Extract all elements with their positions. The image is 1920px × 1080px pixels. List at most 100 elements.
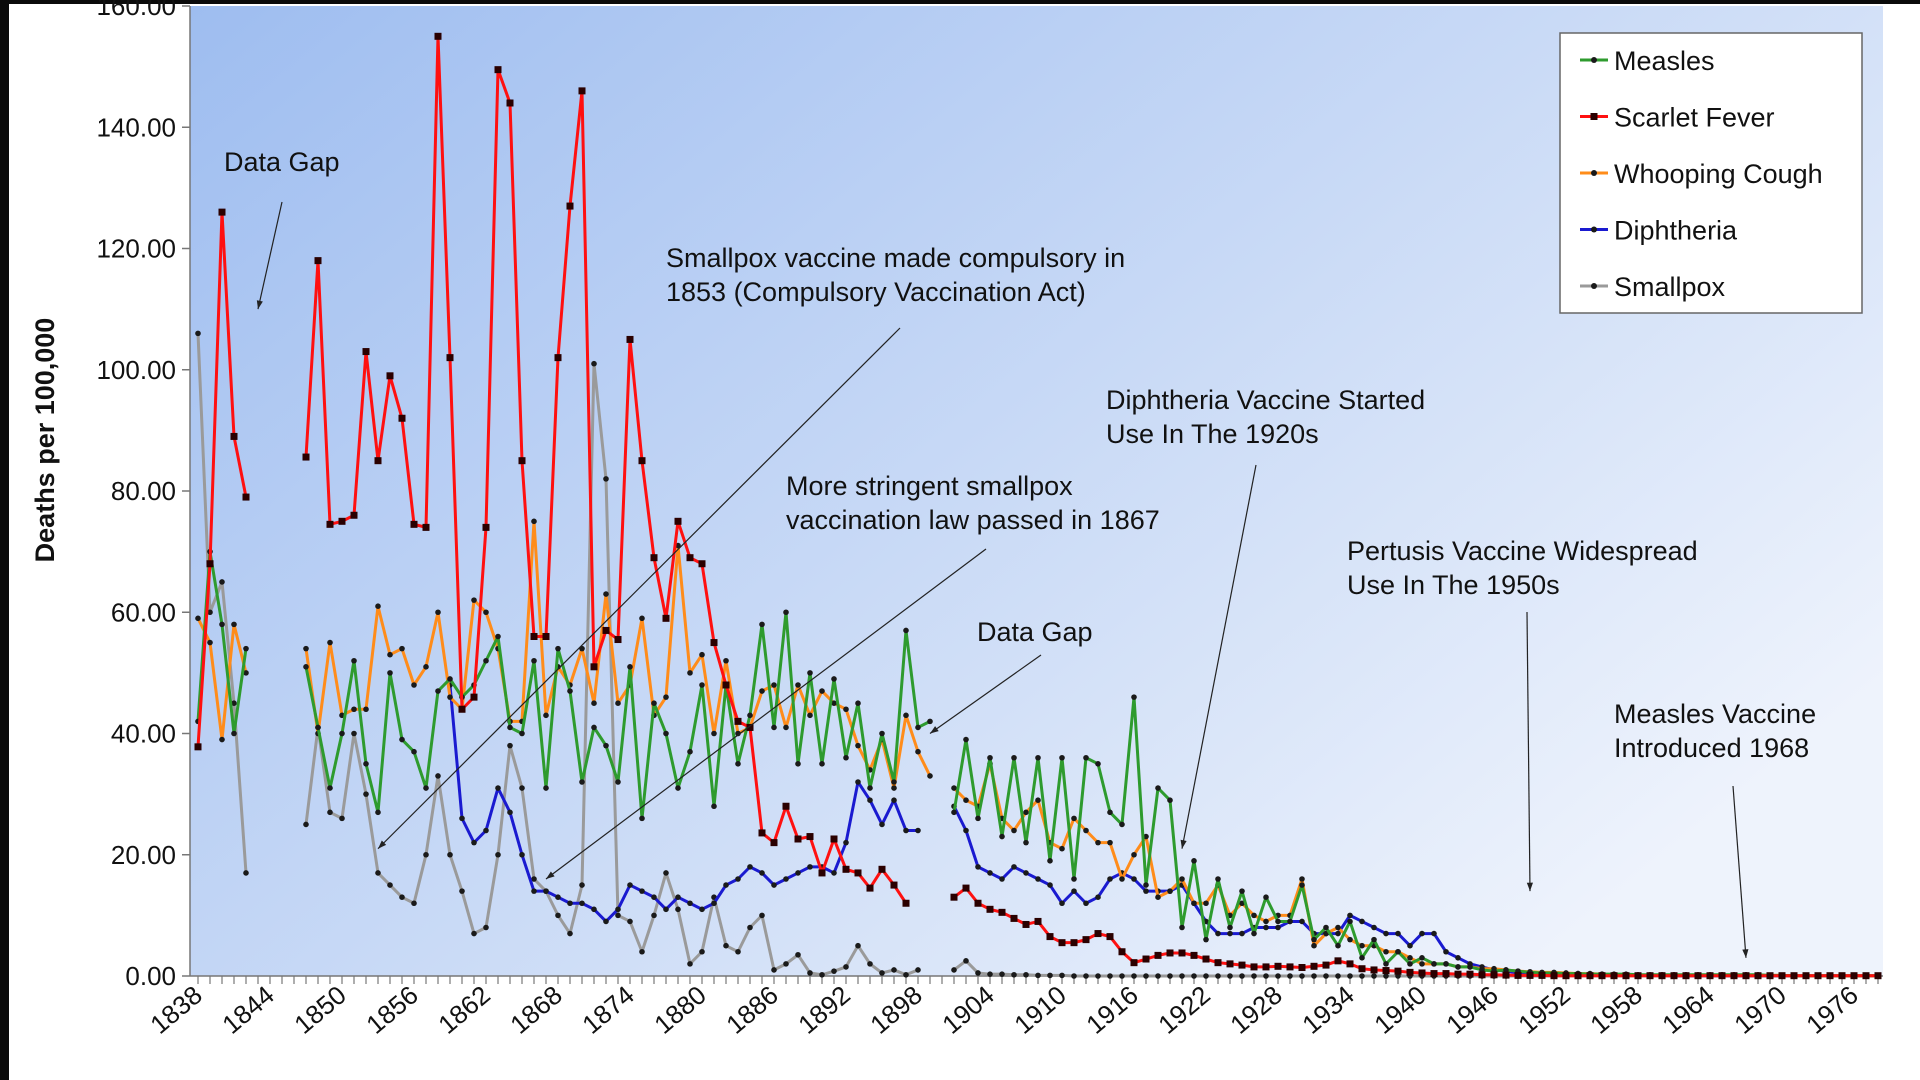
data-point [1346, 960, 1354, 968]
annotation-arrow [1732, 785, 1747, 958]
data-point [1095, 761, 1101, 767]
data-point [1407, 961, 1413, 967]
data-point [1550, 972, 1558, 980]
data-point [903, 712, 909, 719]
data-point [975, 864, 981, 870]
arrowhead-icon [930, 726, 939, 734]
data-point [1299, 918, 1305, 925]
data-point [363, 791, 369, 797]
y-tick-label: 160.00 [96, 0, 176, 21]
x-tick-label: 1916 [1080, 980, 1144, 1040]
x-tick-label: 1928 [1224, 980, 1288, 1040]
data-point [1419, 955, 1425, 961]
x-tick-label: 1958 [1584, 980, 1648, 1040]
data-point [1287, 973, 1293, 979]
data-point [1107, 809, 1113, 816]
data-point [1059, 972, 1065, 979]
data-point [1334, 957, 1342, 965]
data-point [963, 736, 969, 743]
data-point [531, 876, 537, 882]
annotation-arrow [1181, 464, 1257, 849]
y-tick-label: 100.00 [96, 355, 176, 385]
data-point [674, 517, 682, 525]
data-point [927, 718, 933, 725]
y-tick-label: 40.00 [111, 719, 176, 749]
data-point [1335, 930, 1341, 937]
data-point [1023, 870, 1029, 876]
data-point [1323, 924, 1329, 931]
data-point [339, 815, 345, 822]
data-point [327, 785, 333, 791]
data-point [398, 414, 406, 422]
data-point [807, 670, 813, 676]
annotation-text: Diphtheria Vaccine Started [1106, 385, 1425, 415]
arrowhead-icon [1742, 949, 1749, 958]
data-point [1239, 900, 1245, 907]
data-point [591, 724, 597, 731]
data-point [1359, 973, 1365, 979]
data-point [962, 884, 970, 892]
data-point [1083, 754, 1089, 761]
data-point [986, 905, 994, 913]
data-point [1443, 948, 1449, 955]
data-point [1058, 939, 1066, 947]
data-point [542, 633, 550, 640]
data-point [842, 865, 850, 873]
data-point [1179, 973, 1185, 979]
data-point [651, 912, 657, 919]
data-point [951, 785, 957, 791]
data-point [843, 754, 849, 761]
data-point [387, 651, 393, 658]
data-point [483, 827, 489, 834]
data-point [1802, 972, 1810, 980]
data-point [1251, 973, 1257, 979]
data-point [891, 967, 897, 973]
data-point [1694, 972, 1702, 980]
data-point [783, 724, 789, 731]
data-point [1634, 972, 1642, 980]
data-point [1347, 936, 1353, 943]
legend-item: Whooping Cough [1580, 159, 1823, 189]
data-point [999, 833, 1005, 840]
annotation: Smallpox vaccine made compulsory in 1853 … [377, 243, 1125, 850]
data-point [1011, 864, 1017, 870]
data-point [638, 457, 646, 465]
series-line [304, 362, 919, 977]
data-point [687, 961, 693, 967]
data-point [1191, 900, 1197, 907]
data-point [374, 457, 382, 465]
annotation-text: vaccination law passed in 1867 [786, 505, 1160, 535]
data-point [1107, 973, 1113, 979]
data-point [639, 615, 645, 622]
data-point [195, 330, 201, 337]
data-point [1143, 973, 1149, 979]
data-point [579, 882, 585, 888]
data-point [1407, 955, 1413, 961]
arrowhead-icon [1180, 839, 1187, 849]
data-point [1646, 972, 1654, 980]
data-point [422, 523, 430, 531]
data-point [1766, 972, 1774, 980]
data-point [890, 881, 898, 889]
legend-marker [1591, 170, 1597, 176]
data-point [434, 32, 442, 40]
x-tick-label: 1874 [576, 980, 640, 1040]
x-tick-label: 1922 [1152, 980, 1216, 1040]
data-point [1407, 942, 1413, 949]
data-point [1263, 924, 1269, 931]
data-point [1226, 960, 1234, 968]
data-point [1490, 971, 1498, 979]
data-point [555, 912, 561, 919]
data-point [554, 354, 562, 362]
data-point [843, 706, 849, 713]
data-point [1382, 967, 1390, 975]
data-point [711, 900, 717, 907]
data-point [770, 839, 778, 847]
data-point [1286, 963, 1294, 971]
data-point [1335, 924, 1341, 931]
annotation-text: More stringent smallpox [786, 471, 1073, 501]
data-point [302, 453, 310, 461]
data-point [735, 761, 741, 767]
data-point [1190, 951, 1198, 959]
data-point [651, 894, 657, 900]
